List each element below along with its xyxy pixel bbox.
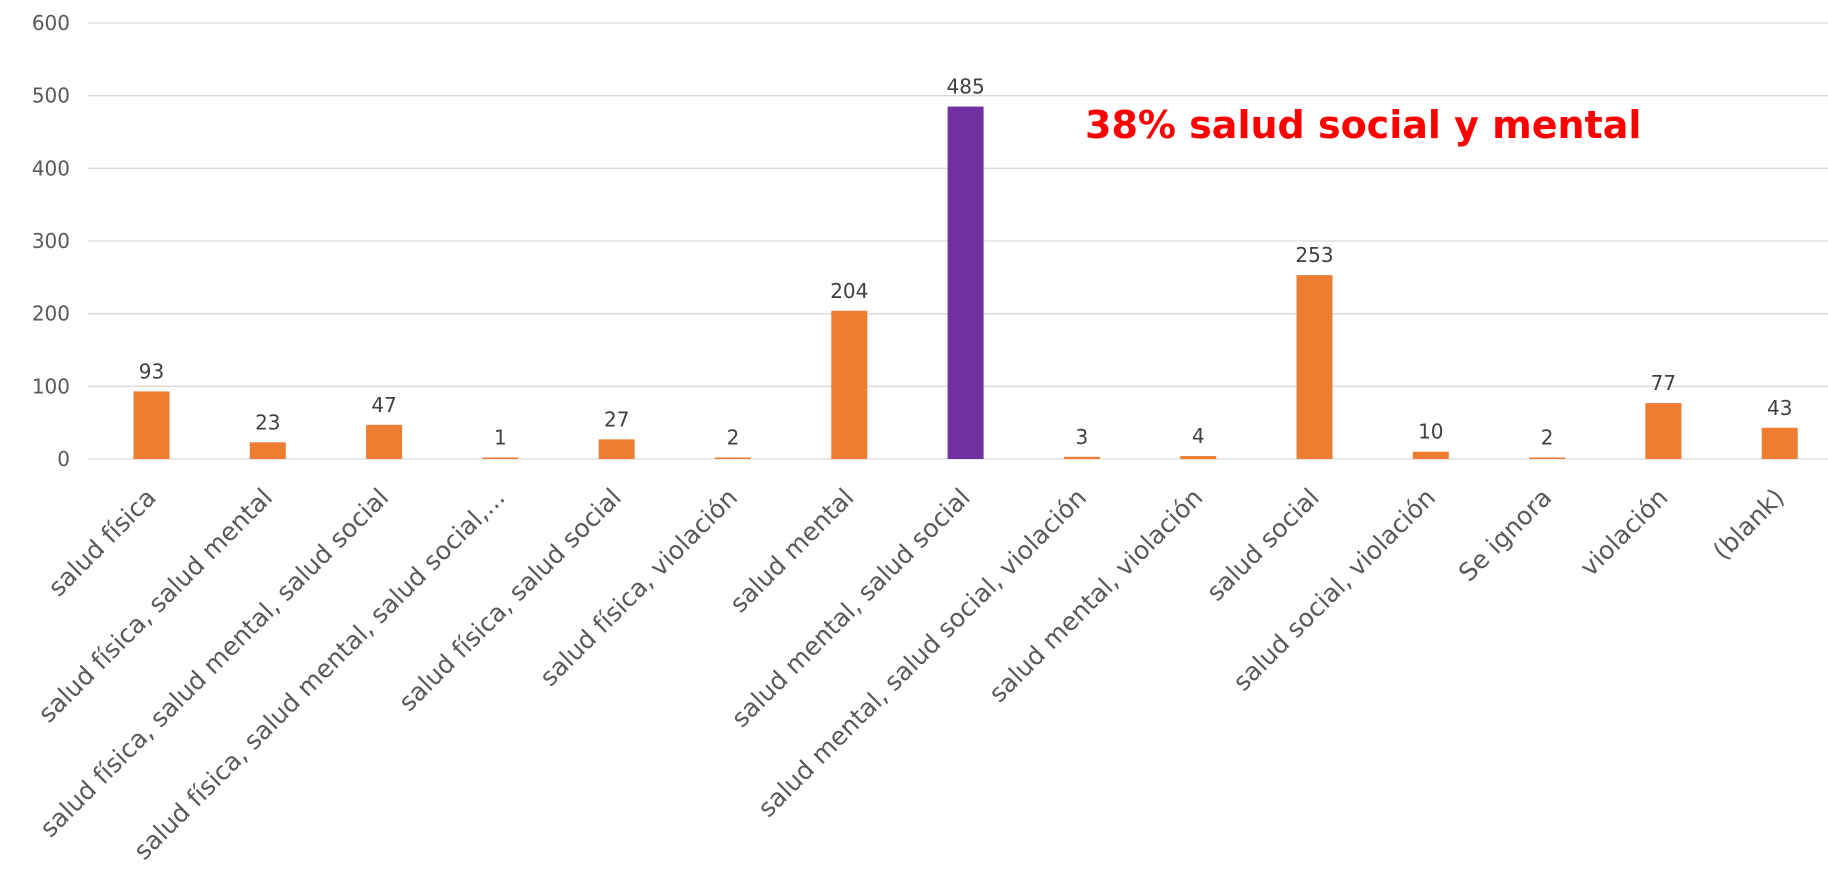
x-tick-label: salud física, violación <box>534 483 743 692</box>
bar <box>482 457 519 459</box>
y-tick-label: 300 <box>32 229 70 253</box>
bar <box>366 424 403 459</box>
bar <box>947 106 984 460</box>
bar <box>1180 456 1217 459</box>
x-tick-label: violación <box>1575 483 1674 582</box>
bar <box>598 439 635 459</box>
data-label: 204 <box>830 279 868 303</box>
bar <box>1296 275 1333 459</box>
x-tick-label: Se ignora <box>1453 483 1557 587</box>
data-label: 77 <box>1651 371 1676 395</box>
data-label: 253 <box>1295 243 1333 267</box>
bar <box>1761 427 1798 459</box>
x-tick-label: salud social, violación <box>1227 483 1441 697</box>
data-label: 27 <box>604 407 629 431</box>
y-tick-label: 200 <box>32 302 70 326</box>
y-tick-label: 400 <box>32 156 70 180</box>
data-label: 93 <box>139 359 164 383</box>
y-tick-label: 500 <box>32 84 70 108</box>
bars <box>133 106 1798 460</box>
data-label: 43 <box>1767 396 1792 420</box>
bar <box>1645 403 1682 459</box>
data-label: 1 <box>494 426 507 450</box>
data-label: 3 <box>1076 425 1089 449</box>
bar <box>1412 451 1449 459</box>
x-tick-label: (blank) <box>1707 483 1790 566</box>
x-tick-label: salud física <box>42 483 161 602</box>
data-label: 4 <box>1192 424 1205 448</box>
y-tick-label: 0 <box>57 447 70 471</box>
bar <box>133 391 170 459</box>
bar <box>1063 456 1100 459</box>
y-axis: 0 100 200 300 400 500 600 <box>32 11 70 471</box>
y-tick-label: 600 <box>32 11 70 35</box>
data-label: 23 <box>255 410 280 434</box>
data-labels: 93 23 47 1 27 2 204 485 3 4 253 10 2 77 43 <box>139 75 1793 450</box>
data-label: 2 <box>1541 426 1554 450</box>
bar <box>715 457 751 459</box>
x-tick-label: salud física, salud social <box>393 483 627 717</box>
x-tick-label: salud social <box>1201 483 1325 607</box>
annotation-text: 38% salud social y mental <box>1085 103 1641 147</box>
x-tick-label: salud física, salud mental <box>33 483 279 729</box>
data-label: 485 <box>947 75 985 99</box>
y-tick-label: 100 <box>32 374 70 398</box>
x-tick-label: salud mental, salud social <box>726 483 976 733</box>
bar <box>1529 457 1566 459</box>
data-label: 10 <box>1418 420 1443 444</box>
data-label: 2 <box>727 426 740 450</box>
data-label: 47 <box>371 393 396 417</box>
x-tick-label: salud mental, violación <box>983 483 1208 708</box>
bar <box>831 310 868 459</box>
bar <box>249 442 286 459</box>
